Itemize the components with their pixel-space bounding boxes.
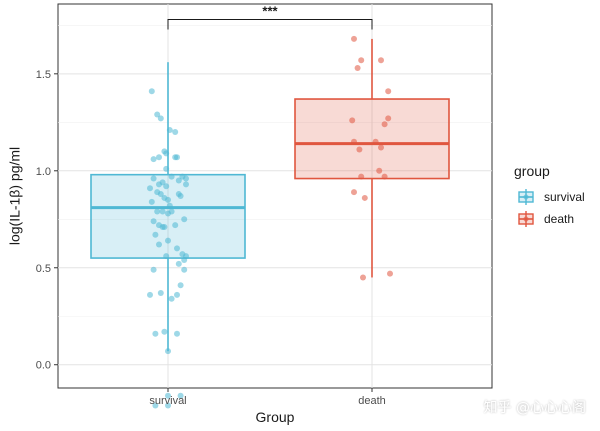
data-point-death <box>351 35 357 42</box>
data-point-death <box>385 88 392 95</box>
data-point-death <box>358 57 365 64</box>
data-point-survival <box>163 183 170 190</box>
data-point-survival <box>154 111 161 118</box>
data-point-survival <box>150 266 157 273</box>
data-point-survival <box>147 185 153 192</box>
data-point-survival <box>168 173 175 180</box>
data-point-survival <box>174 330 180 337</box>
data-point-survival <box>183 175 189 182</box>
data-point-death <box>385 115 392 122</box>
legend-label-death: death <box>544 212 574 226</box>
data-point-death <box>351 189 357 196</box>
data-point-survival <box>157 115 164 122</box>
significance-bracket: *** <box>167 4 373 30</box>
data-point-survival <box>177 282 184 289</box>
data-point-death <box>372 138 379 145</box>
data-point-survival <box>148 88 155 95</box>
data-point-survival <box>174 245 180 252</box>
data-point-survival <box>165 392 171 399</box>
watermark: 知乎 @心心心阁 <box>483 400 586 416</box>
data-point-death <box>387 270 393 277</box>
data-point-survival <box>156 154 162 161</box>
data-point-survival <box>168 295 175 302</box>
data-point-death <box>360 274 366 281</box>
data-point-survival <box>163 150 170 157</box>
data-point-survival <box>157 191 164 198</box>
data-point-survival <box>152 402 159 409</box>
data-point-survival <box>159 208 166 215</box>
legend-title: group <box>514 163 550 179</box>
data-point-death <box>354 65 361 71</box>
data-point-survival <box>152 330 159 337</box>
legend: group survival death <box>514 163 585 228</box>
data-point-death <box>381 121 388 128</box>
plot-panel <box>57 3 493 389</box>
legend-key-point <box>523 216 529 222</box>
data-point-survival <box>150 218 157 225</box>
significance-label: *** <box>262 4 278 19</box>
data-point-survival <box>168 208 175 215</box>
data-point-survival <box>174 154 180 161</box>
y-axis-title: log(IL-1β) pg/ml <box>7 147 23 245</box>
data-point-survival <box>163 253 170 260</box>
data-point-death <box>361 194 368 201</box>
data-point-death <box>378 144 384 151</box>
y-tick-label: 0.5 <box>36 263 51 275</box>
data-point-survival <box>174 291 180 298</box>
data-point-survival <box>152 231 159 238</box>
data-point-death <box>378 57 384 64</box>
y-axis-ticks: 0.0 0.5 1.0 1.5 <box>36 69 58 372</box>
data-point-survival <box>163 165 170 172</box>
y-tick-label: 1.0 <box>36 166 51 178</box>
data-point-death <box>376 167 383 174</box>
data-point-survival <box>161 224 168 231</box>
data-point-survival <box>165 237 171 244</box>
x-tick-label: death <box>358 395 386 407</box>
legend-key-survival <box>516 188 536 206</box>
data-point-survival <box>172 222 179 229</box>
data-point-death <box>349 117 356 124</box>
data-point-survival <box>166 202 173 209</box>
box-death <box>294 38 450 278</box>
data-point-survival <box>177 392 184 399</box>
box-iqr <box>294 98 450 180</box>
data-point-death <box>358 173 365 180</box>
data-point-survival <box>157 289 164 296</box>
panel-border <box>57 3 493 389</box>
data-point-survival <box>172 129 179 135</box>
data-point-survival <box>177 193 184 199</box>
data-point-death <box>356 146 363 153</box>
data-point-survival <box>154 208 161 215</box>
data-point-survival <box>181 266 188 273</box>
x-axis-ticks: survival death <box>149 388 386 407</box>
y-tick-label: 0.0 <box>36 360 51 372</box>
data-point-survival <box>181 216 188 223</box>
x-axis-title: Group <box>256 409 295 425</box>
data-point-survival <box>159 179 166 186</box>
data-points <box>147 35 393 409</box>
data-point-survival <box>175 260 182 267</box>
data-point-survival <box>156 241 162 248</box>
legend-key-point <box>523 194 529 200</box>
data-point-survival <box>150 156 157 163</box>
data-point-death <box>381 173 388 180</box>
data-point-survival <box>165 348 171 355</box>
data-point-survival <box>175 177 182 184</box>
y-tick-label: 1.5 <box>36 69 51 81</box>
legend-key-death <box>516 210 536 228</box>
data-point-survival <box>147 291 153 298</box>
data-point-survival <box>165 402 171 409</box>
data-point-survival <box>183 181 189 188</box>
data-point-survival <box>165 196 171 203</box>
data-point-survival <box>181 257 188 263</box>
x-tick-label: survival <box>149 395 186 407</box>
significance-line <box>167 19 373 30</box>
data-point-survival <box>166 127 173 134</box>
data-point-death <box>351 138 357 145</box>
data-point-survival <box>161 328 168 335</box>
legend-label-survival: survival <box>544 190 585 204</box>
data-point-survival <box>148 198 155 205</box>
data-point-survival <box>150 175 157 182</box>
